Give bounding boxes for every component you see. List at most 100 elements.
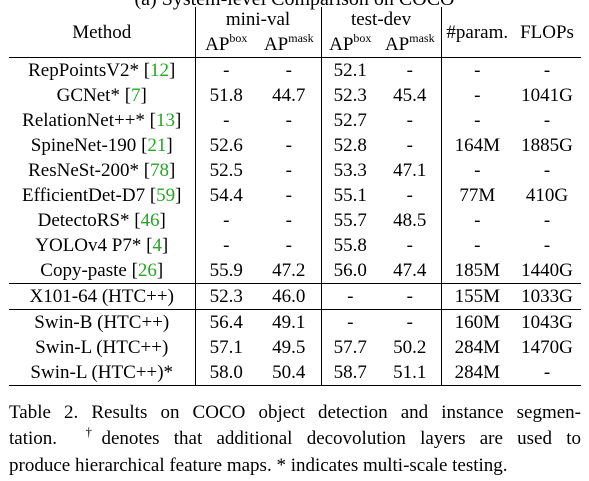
cell-td-mask: -	[379, 108, 442, 133]
caption-line-3: produce hierarchical feature maps. * ind…	[9, 455, 508, 476]
table-row: ResNeSt-200* [78] 52.5-53.3 47.1- -	[9, 158, 581, 183]
cell-flops: -	[513, 57, 582, 83]
results-table: Method mini-val test-dev #param. FLOPs A…	[9, 7, 582, 386]
cell-td-box: 55.8	[333, 235, 367, 256]
cell-mv-mask: -	[257, 133, 322, 158]
table-row: GCNet* [7] 51.8 44.7 52.3 45.4 - 1041G	[9, 83, 581, 108]
table-row: RepPointsV2* [12] - -52.1- - -	[9, 57, 582, 83]
cell-td-mask: -	[379, 233, 442, 258]
cell-mv-mask: 49.1	[257, 309, 322, 335]
cell-param: 284M	[441, 360, 514, 386]
cell-td-box: 52.3	[333, 85, 367, 106]
test-dev-header: test-dev	[321, 7, 442, 32]
cell-flops: 410G	[525, 185, 569, 206]
cell-td-mask: 51.1	[379, 360, 442, 386]
cell-mv-mask: -	[257, 208, 322, 233]
dagger-symbol: †	[85, 424, 102, 439]
cell-td-box: 55.7	[333, 210, 367, 231]
mini-val-label: mini-val	[225, 9, 291, 30]
cell-flops: 1043G	[513, 309, 582, 335]
cell-td-mask: 48.5	[379, 208, 442, 233]
cell-param: -	[474, 85, 481, 106]
cell-mv-box: -	[223, 110, 230, 131]
td-apbox-header: APbox	[321, 32, 380, 58]
td-apmask-header: APmask	[379, 32, 442, 58]
method-header: Method	[9, 7, 196, 58]
cell-mv-box: 57.1	[209, 337, 243, 358]
cell-param: -	[474, 235, 481, 256]
cell-param: 164M	[454, 135, 500, 156]
caption-line-2: tation. †denotes that additional decovol…	[9, 424, 581, 449]
cell-td-mask: 47.1	[379, 158, 442, 183]
citation-link[interactable]: 13	[156, 110, 175, 131]
method-name: DetectoRS* [46]	[9, 208, 196, 233]
table-body: RepPointsV2* [12] - -52.1- - - GCNet* [7] 51.8…	[9, 57, 582, 386]
cell-mv-box: 56.4	[195, 309, 257, 335]
citation-link[interactable]: 26	[137, 260, 157, 281]
cell-td-mask: -	[379, 309, 442, 335]
cell-td-box: 52.7	[333, 110, 367, 131]
cut-off-heading-text: (a) System-level Comparison on COCO	[0, 0, 589, 9]
method-name: Swin-B (HTC++)	[9, 309, 196, 335]
cell-flops: 1041G	[521, 85, 573, 106]
cell-mv-box: 52.3	[195, 283, 257, 310]
cell-td-mask: 47.4	[379, 258, 442, 284]
table-row: EfficientDet-D7 [59] 54.4-55.1-77M 410G	[9, 183, 581, 208]
cell-flops: -	[543, 110, 551, 131]
cell-td-box: 56.0	[333, 260, 367, 281]
cell-mv-mask: -	[257, 183, 322, 208]
method-name: Copy-paste [26]	[9, 258, 196, 284]
cell-flops: -	[543, 235, 551, 256]
cell-mv-box: 55.9	[209, 260, 243, 281]
citation-link[interactable]: 12	[150, 60, 170, 81]
citation-link[interactable]: 78	[150, 160, 170, 181]
cell-mv-mask: 47.2	[257, 258, 322, 284]
caption-line-1: Table 2. Results on COCO object detectio…	[9, 402, 581, 423]
cell-td-box: 52.1	[321, 57, 380, 83]
cell-param: -	[441, 57, 514, 83]
cell-td-box: 52.8	[333, 135, 367, 156]
citation-link[interactable]: 59	[156, 185, 176, 206]
table-row: RelationNet++* [13] - -52.7- - -	[9, 108, 581, 133]
cell-param: -	[474, 160, 481, 181]
cell-mv-box: 52.5	[209, 160, 243, 181]
cell-mv-mask: -	[257, 57, 322, 83]
citation-link[interactable]: 21	[147, 135, 167, 156]
table-row: Copy-paste [26] 55.9 47.2 56.0 47.4 185M 1440G	[9, 258, 581, 284]
cell-flops: 1033G	[513, 283, 582, 310]
cell-mv-mask: -	[257, 108, 322, 133]
table-caption: Table 2. Results on COCO object detectio…	[9, 400, 581, 479]
cell-td-mask: 45.4	[379, 83, 442, 108]
cell-param: 155M	[441, 283, 514, 310]
citation-link[interactable]: 4	[152, 235, 162, 256]
table-row: DetectoRS* [46] - -55.7 48.5- -	[9, 208, 581, 233]
cell-param: 185M	[454, 260, 500, 281]
citation-link[interactable]: 7	[131, 85, 141, 106]
method-name: SpineNet-190 [21]	[9, 133, 196, 158]
cell-flops: -	[543, 210, 551, 231]
table-row: Swin-L (HTC++) 57.1 49.5 57.7 50.2 284M 1470G	[9, 335, 581, 360]
cell-mv-mask: -	[257, 233, 322, 258]
cell-mv-box: -	[195, 57, 257, 83]
cell-flops: -	[543, 160, 551, 181]
method-name: EfficientDet-D7 [59]	[9, 183, 196, 208]
citation-link[interactable]: 46	[140, 210, 160, 231]
cell-param: 284M	[454, 337, 500, 358]
cell-td-mask: -	[379, 57, 442, 83]
flops-header: FLOPs	[520, 21, 574, 43]
cell-mv-box: 58.0	[195, 360, 257, 386]
cell-param: 160M	[441, 309, 514, 335]
cell-mv-mask: -	[257, 158, 322, 183]
cell-td-mask: -	[379, 283, 442, 310]
table-row: SpineNet-190 [21] 52.6-52.8-164M 1885G	[9, 133, 581, 158]
method-name: YOLOv4 P7* [4]	[9, 233, 196, 258]
cell-mv-mask: 49.5	[257, 335, 322, 360]
cell-td-mask: 50.2	[379, 335, 442, 360]
table-row: YOLOv4 P7* [4] - -55.8- - -	[9, 233, 581, 258]
cell-param: -	[474, 210, 481, 231]
method-name: ResNeSt-200* [78]	[9, 158, 196, 183]
mv-apbox-header: APbox	[195, 32, 257, 58]
cell-mv-mask: 46.0	[257, 283, 322, 310]
cell-flops: 1885G	[521, 135, 573, 156]
cell-flops: 1440G	[521, 260, 573, 281]
